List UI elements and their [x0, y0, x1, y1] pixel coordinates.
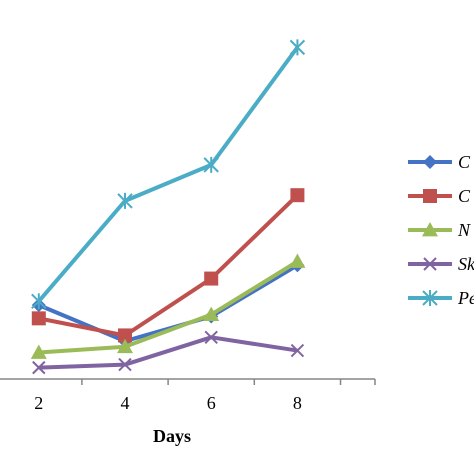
data-point [290, 343, 305, 358]
data-point [204, 271, 219, 286]
axes: 2 4 6 8 [0, 378, 376, 413]
legend-label: Pe [457, 288, 474, 308]
legend-entry: C [408, 186, 471, 206]
data-point [423, 257, 437, 271]
series-line [38, 193, 299, 338]
series-layer [30, 39, 306, 375]
data-point [31, 311, 46, 326]
series-5 [31, 39, 306, 310]
legend: CCNSkPe [408, 152, 474, 308]
x-tick-label: 4 [121, 393, 130, 413]
data-point [290, 188, 305, 203]
data-point [423, 155, 437, 169]
legend-entry: N [408, 220, 471, 240]
legend-entry: Sk [408, 254, 474, 274]
data-point [422, 290, 438, 306]
data-point [118, 328, 132, 343]
x-tick-label: 6 [207, 393, 216, 413]
data-point [422, 222, 438, 237]
data-point [289, 39, 306, 56]
data-point [118, 357, 132, 372]
data-point [423, 189, 437, 203]
data-point [32, 360, 46, 375]
data-point [31, 293, 47, 310]
data-point [203, 156, 219, 173]
legend-label: C [458, 152, 471, 172]
data-point [204, 330, 218, 345]
series-4 [32, 330, 305, 375]
x-tick-label: 2 [34, 393, 43, 413]
data-point [203, 306, 220, 321]
series-1 [31, 258, 305, 349]
legend-label: C [458, 186, 471, 206]
data-point [117, 192, 133, 209]
series-2 [31, 188, 305, 343]
legend-entry: C [408, 152, 471, 172]
series-line [38, 335, 298, 370]
x-axis-title: Days [153, 426, 191, 446]
legend-entry: Pe [408, 288, 474, 308]
data-point [289, 253, 306, 268]
data-point [30, 344, 47, 359]
data-point [117, 338, 133, 354]
series-line [38, 259, 299, 355]
series-line [37, 46, 300, 303]
legend-label: Sk [458, 254, 474, 274]
x-tick-label: 8 [293, 393, 302, 413]
series-3 [30, 253, 306, 359]
legend-label: N [457, 220, 471, 240]
